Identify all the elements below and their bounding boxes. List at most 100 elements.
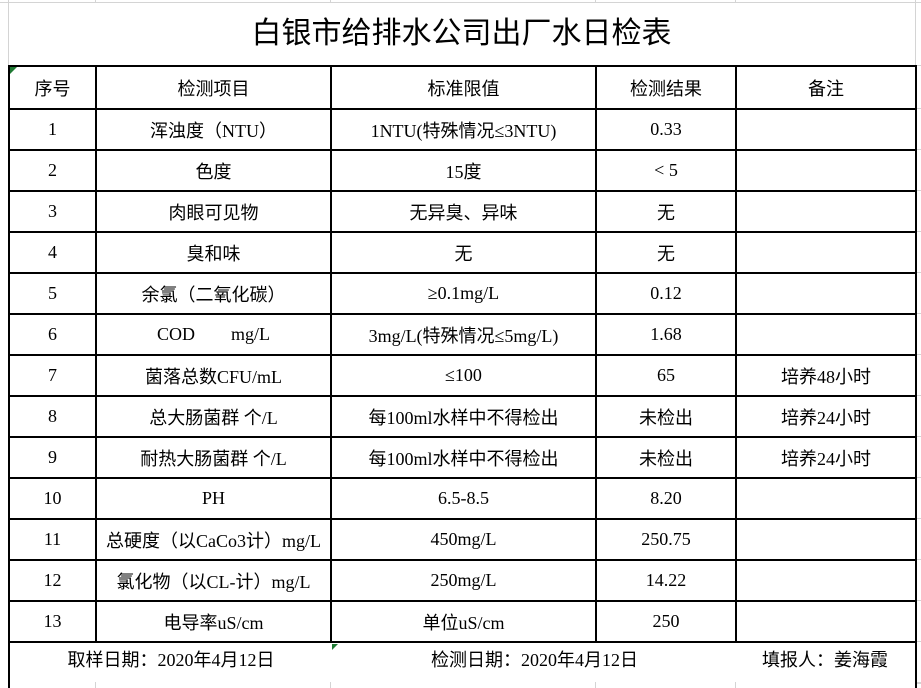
cell-item[interactable]: 浑浊度（NTU） — [95, 108, 332, 151]
cell-no[interactable]: 9 — [8, 436, 97, 479]
cell-item[interactable]: 臭和味 — [95, 231, 332, 274]
gridline — [915, 2, 916, 65]
cell-limit[interactable]: 无异臭、异味 — [330, 190, 597, 233]
cell-limit[interactable]: 每100ml水样中不得检出 — [330, 395, 597, 438]
cell-note[interactable] — [735, 600, 917, 643]
cell-item[interactable]: COD mg/L — [95, 313, 332, 356]
cell-limit[interactable]: 1NTU(特殊情况≤3NTU) — [330, 108, 597, 151]
cell-no[interactable]: 10 — [8, 477, 97, 520]
cell-item[interactable]: 电导率uS/cm — [95, 600, 332, 643]
cell-result[interactable]: 未检出 — [595, 395, 737, 438]
cell-result[interactable]: 14.22 — [595, 559, 737, 602]
cell-item[interactable]: 余氯（二氧化碳） — [95, 272, 332, 315]
cell-result[interactable]: 250 — [595, 600, 737, 643]
gridline — [595, 0, 596, 3]
gridline — [915, 683, 921, 684]
cell-no[interactable]: 5 — [8, 272, 97, 315]
table-row: 5 余氯（二氧化碳） ≥0.1mg/L 0.12 — [8, 272, 917, 315]
cell-note[interactable]: 培养24小时 — [735, 395, 917, 438]
cell-limit[interactable]: 6.5-8.5 — [330, 477, 597, 520]
cell-note[interactable] — [735, 108, 917, 151]
gridline — [915, 108, 921, 683]
cell-limit[interactable]: 单位uS/cm — [330, 600, 597, 643]
table-row: 11 总硬度（以CaCo3计）mg/L 450mg/L 250.75 — [8, 518, 917, 561]
cell-no[interactable]: 11 — [8, 518, 97, 561]
reporter-label: 填报人：姜海霞 — [762, 650, 888, 670]
table-row: 6 COD mg/L 3mg/L(特殊情况≤5mg/L) 1.68 — [8, 313, 917, 356]
cell-limit[interactable]: 每100ml水样中不得检出 — [330, 436, 597, 479]
cell-no[interactable]: 2 — [8, 149, 97, 192]
cell-note[interactable] — [735, 231, 917, 274]
cell-note[interactable] — [735, 272, 917, 315]
table-row: 8 总大肠菌群 个/L 每100ml水样中不得检出 未检出 培养24小时 — [8, 395, 917, 438]
cell-note[interactable]: 培养24小时 — [735, 436, 917, 479]
cell-item[interactable]: 氯化物（以CL-计）mg/L — [95, 559, 332, 602]
header-cell-item[interactable]: 检测项目 — [95, 65, 332, 110]
cell-item[interactable]: 肉眼可见物 — [95, 190, 332, 233]
cell-item[interactable]: 耐热大肠菌群 个/L — [95, 436, 332, 479]
cell-result[interactable]: 1.68 — [595, 313, 737, 356]
header-cell-note[interactable]: 备注 — [735, 65, 917, 110]
table-header-row: 序号 检测项目 标准限值 检测结果 备注 — [8, 65, 917, 110]
cell-limit[interactable]: 3mg/L(特殊情况≤5mg/L) — [330, 313, 597, 356]
gridline — [0, 2, 921, 3]
cell-result[interactable]: 未检出 — [595, 436, 737, 479]
cell-note[interactable] — [735, 559, 917, 602]
cell-no[interactable]: 8 — [8, 395, 97, 438]
cell-note[interactable] — [735, 313, 917, 356]
table-row: 7 菌落总数CFU/mL ≤100 65 培养48小时 — [8, 354, 917, 397]
cell-item[interactable]: 菌落总数CFU/mL — [95, 354, 332, 397]
cell-result[interactable]: 8.20 — [595, 477, 737, 520]
table-footer-row: 取样日期：2020年4月12日 检测日期：2020年4月12日 填报人：姜海霞 — [8, 641, 917, 688]
table-row: 9 耐热大肠菌群 个/L 每100ml水样中不得检出 未检出 培养24小时 — [8, 436, 917, 479]
gridline — [735, 0, 736, 3]
cell-item[interactable]: 色度 — [95, 149, 332, 192]
cell-note[interactable] — [735, 190, 917, 233]
cell-result[interactable]: 0.33 — [595, 108, 737, 151]
cell-item[interactable]: PH — [95, 477, 332, 520]
table-row: 3 肉眼可见物 无异臭、异味 无 — [8, 190, 917, 233]
gridline — [915, 65, 921, 66]
footer-cell[interactable]: 取样日期：2020年4月12日 检测日期：2020年4月12日 填报人：姜海霞 — [8, 641, 917, 688]
cell-no[interactable]: 6 — [8, 313, 97, 356]
cell-note[interactable] — [735, 149, 917, 192]
cell-no[interactable]: 1 — [8, 108, 97, 151]
cell-result[interactable]: 无 — [595, 231, 737, 274]
gridline — [95, 0, 96, 3]
cell-item[interactable]: 总大肠菌群 个/L — [95, 395, 332, 438]
sampling-date-label: 取样日期：2020年4月12日 — [67, 650, 275, 670]
gridline — [8, 2, 9, 65]
cell-no[interactable]: 3 — [8, 190, 97, 233]
cell-result[interactable]: 0.12 — [595, 272, 737, 315]
table-row: 12 氯化物（以CL-计）mg/L 250mg/L 14.22 — [8, 559, 917, 602]
table-row: 1 浑浊度（NTU） 1NTU(特殊情况≤3NTU) 0.33 — [8, 108, 917, 151]
cell-no[interactable]: 4 — [8, 231, 97, 274]
cell-note[interactable]: 培养48小时 — [735, 354, 917, 397]
header-cell-no[interactable]: 序号 — [8, 65, 97, 110]
cell-no[interactable]: 12 — [8, 559, 97, 602]
table-row: 2 色度 15度 < 5 — [8, 149, 917, 192]
cell-result[interactable]: 250.75 — [595, 518, 737, 561]
header-cell-result[interactable]: 检测结果 — [595, 65, 737, 110]
table-row: 10 PH 6.5-8.5 8.20 — [8, 477, 917, 520]
cell-limit[interactable]: 450mg/L — [330, 518, 597, 561]
cell-note[interactable] — [735, 477, 917, 520]
cell-limit[interactable]: ≥0.1mg/L — [330, 272, 597, 315]
page-title: 白银市给排水公司出厂水日检表 — [251, 17, 672, 50]
cell-limit[interactable]: 无 — [330, 231, 597, 274]
cell-limit[interactable]: 15度 — [330, 149, 597, 192]
cell-limit[interactable]: ≤100 — [330, 354, 597, 397]
cell-result[interactable]: 65 — [595, 354, 737, 397]
cell-limit[interactable]: 250mg/L — [330, 559, 597, 602]
cell-item[interactable]: 总硬度（以CaCo3计）mg/L — [95, 518, 332, 561]
gridline — [915, 0, 916, 3]
cell-result[interactable]: < 5 — [595, 149, 737, 192]
cell-no[interactable]: 7 — [8, 354, 97, 397]
daily-inspection-table: 序号 检测项目 标准限值 检测结果 备注 1 浑浊度（NTU） 1NTU(特殊情… — [8, 65, 917, 688]
gridline — [8, 0, 9, 3]
cell-note[interactable] — [735, 518, 917, 561]
cell-result[interactable]: 无 — [595, 190, 737, 233]
header-cell-limit[interactable]: 标准限值 — [330, 65, 597, 110]
cell-no[interactable]: 13 — [8, 600, 97, 643]
